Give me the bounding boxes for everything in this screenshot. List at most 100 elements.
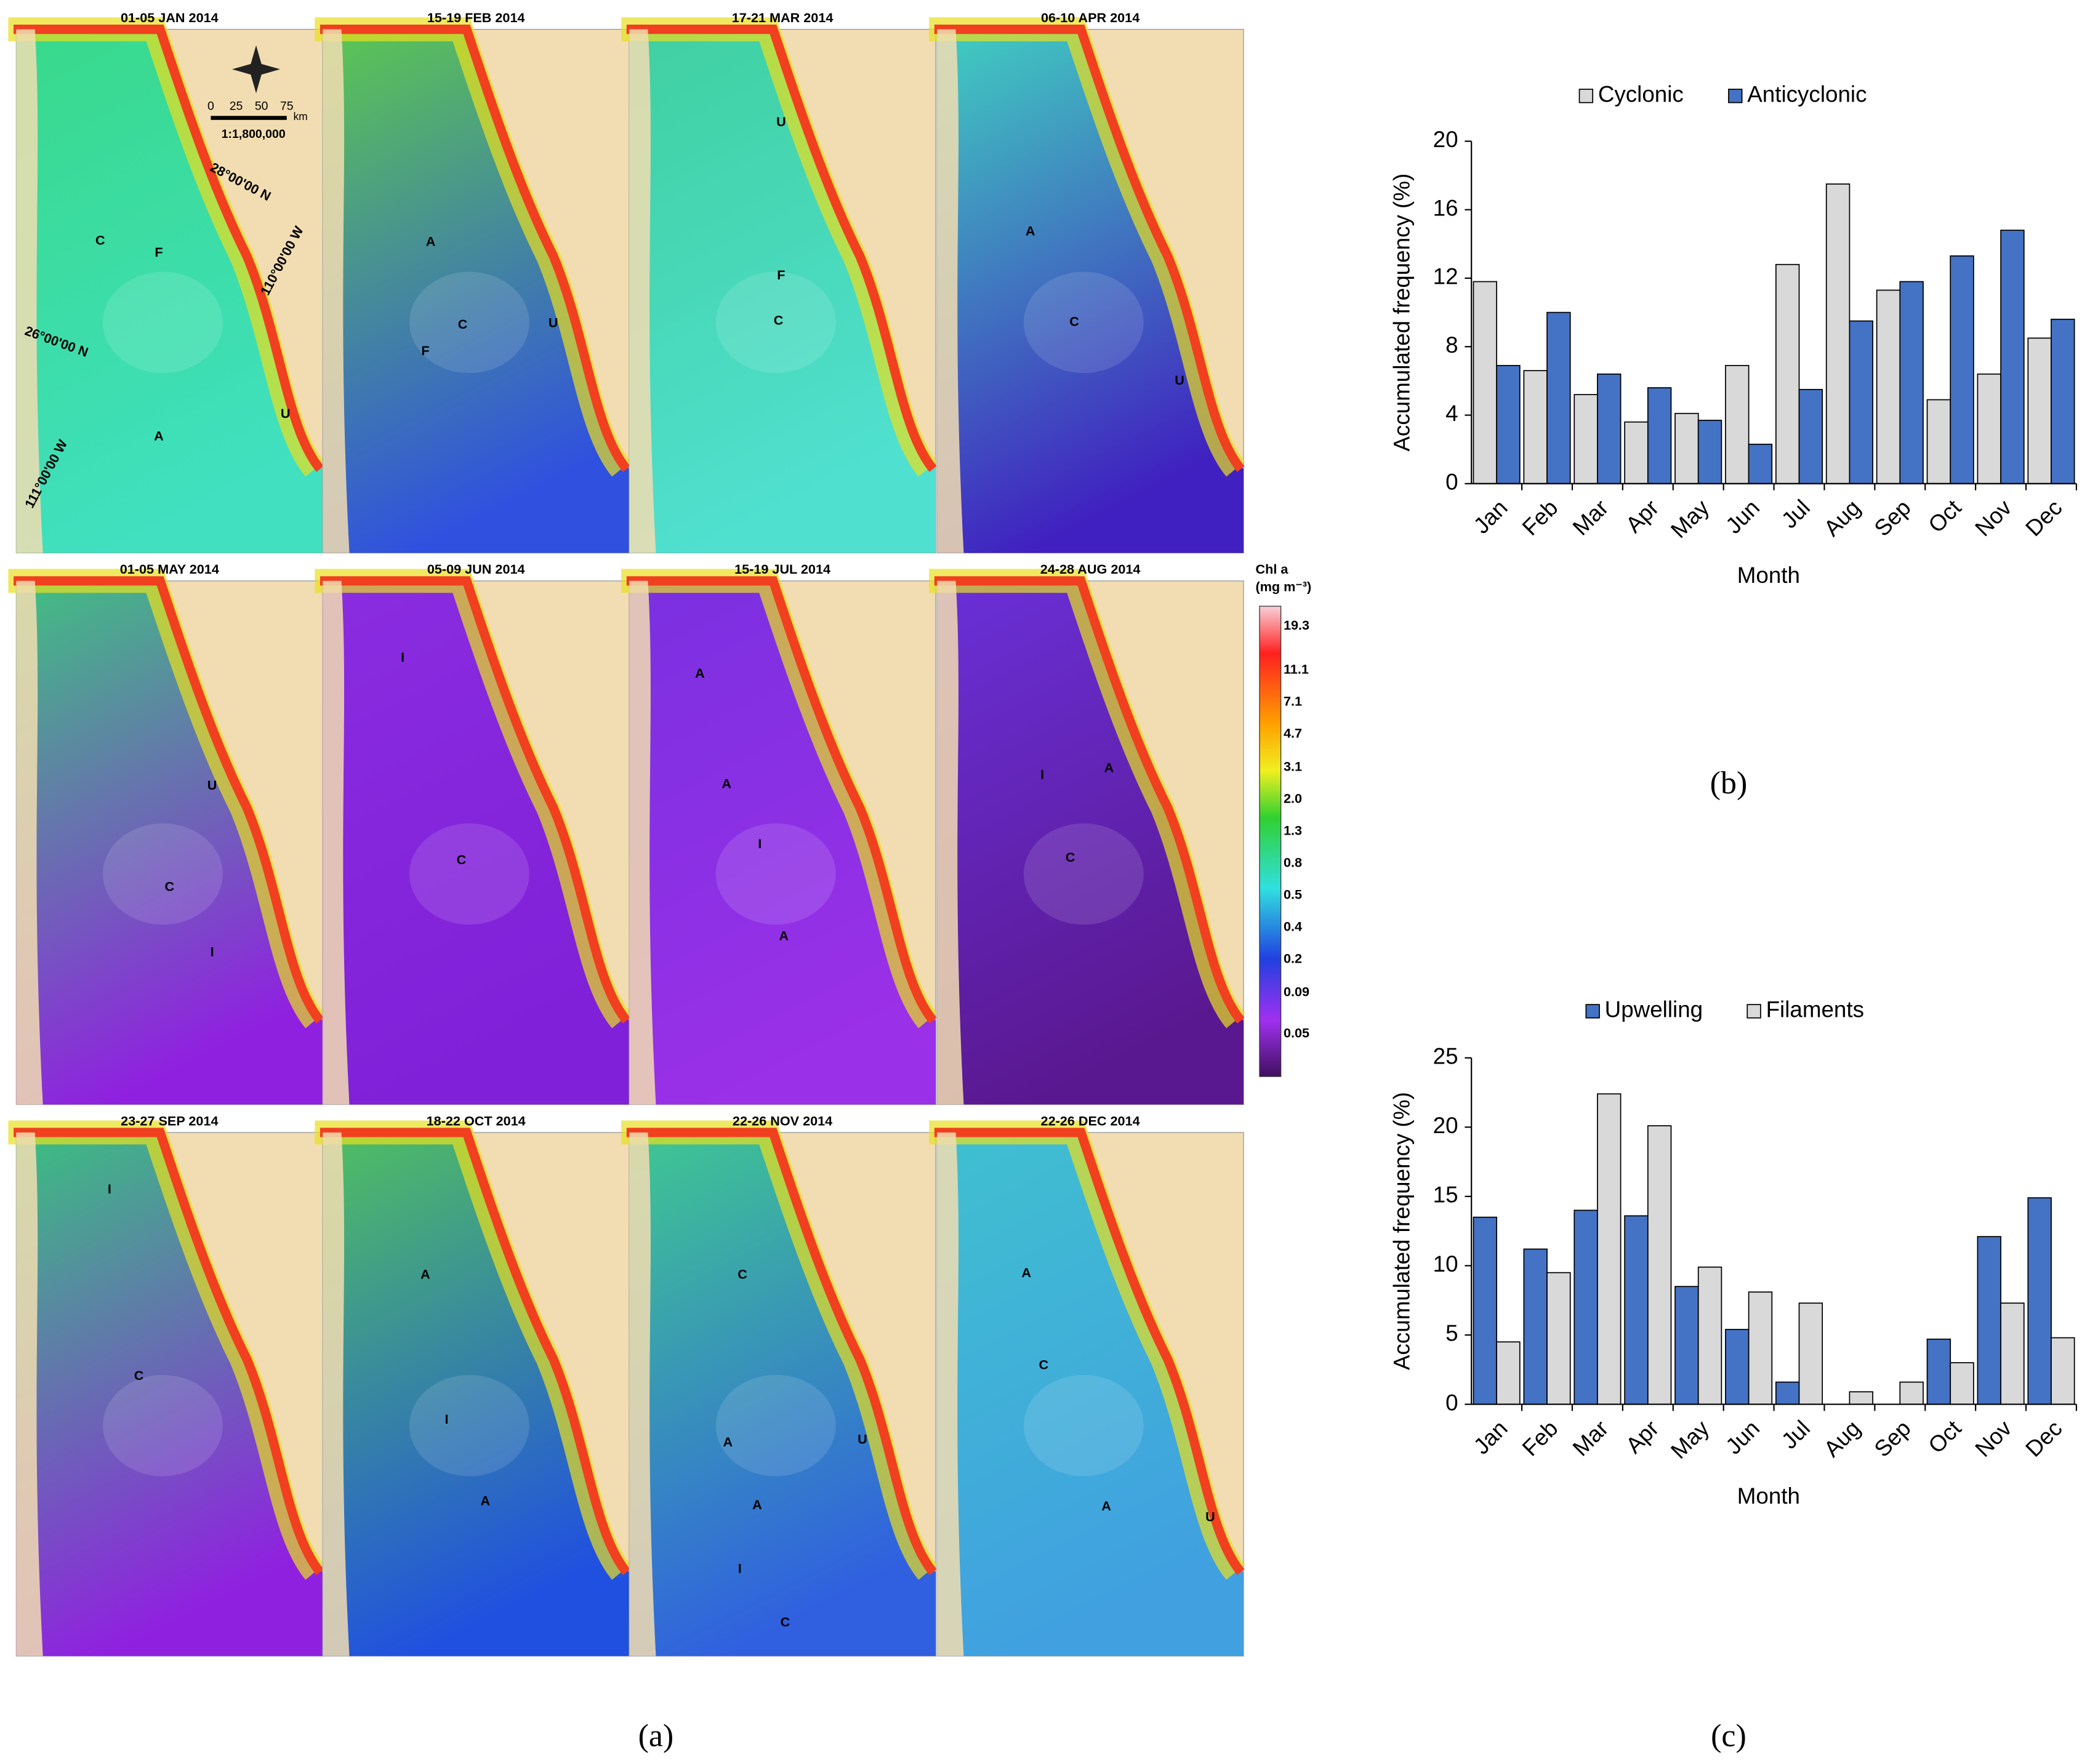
legend-swatch <box>1585 1004 1600 1019</box>
bar <box>2027 1197 2052 1405</box>
eddy <box>1023 1374 1144 1477</box>
map-panel <box>621 569 938 1105</box>
bar <box>1574 394 1598 484</box>
bar <box>1674 1286 1699 1405</box>
bar <box>1775 263 1800 484</box>
west-coast <box>16 29 43 553</box>
x-tick-label: Apr <box>1621 1416 1663 1458</box>
west-coast <box>629 1132 656 1656</box>
map-panel <box>8 17 324 553</box>
feature-label: I <box>445 1411 449 1427</box>
feature-label: C <box>1066 849 1075 865</box>
bar <box>1546 1272 1571 1405</box>
bar <box>1546 311 1571 484</box>
eddy <box>1023 823 1144 925</box>
bar <box>1647 387 1672 484</box>
coast-band <box>934 1128 1245 1576</box>
x-tick-label: Jun <box>1721 495 1764 539</box>
eddy <box>103 1374 223 1477</box>
bar <box>1697 1266 1722 1405</box>
bar <box>1950 255 1974 484</box>
x-tick-label: May <box>1666 1415 1714 1464</box>
bar <box>2027 337 2052 484</box>
sea <box>629 1132 936 1656</box>
caption: (b) <box>1710 766 1748 801</box>
bar <box>1977 373 2001 484</box>
coast-band <box>14 1128 324 1576</box>
x-tick-label: Apr <box>1621 495 1663 537</box>
west-coast <box>937 580 964 1105</box>
colorbar-tick: 0.2 <box>1284 950 1302 966</box>
x-tick-label: May <box>1666 495 1714 543</box>
west-coast <box>16 580 43 1105</box>
feature-label: U <box>281 406 291 421</box>
colorbar-tick: 4.7 <box>1284 725 1302 740</box>
scale-tick: 0 <box>207 99 214 113</box>
coast-band <box>626 25 937 472</box>
coast-band <box>929 1120 1245 1580</box>
colorbar-tick: 19.3 <box>1284 617 1309 633</box>
feature-label: U <box>207 777 217 793</box>
x-tick-label: Sep <box>1870 495 1916 541</box>
legend-label: Filaments <box>1766 997 1864 1022</box>
coast-band <box>14 576 324 1024</box>
bar <box>1473 281 1498 484</box>
map-panel <box>621 1120 938 1657</box>
feature-label: A <box>1021 1265 1031 1280</box>
bar <box>1473 1216 1498 1405</box>
scale-tick: 75 <box>280 99 294 113</box>
map-panel <box>315 569 631 1105</box>
feature-label: A <box>1026 223 1035 238</box>
coast-band <box>626 576 937 1024</box>
caption: (a) <box>638 1718 674 1754</box>
coast-band <box>929 569 1245 1028</box>
bar <box>1899 281 1924 484</box>
map-panel <box>929 17 1245 553</box>
map-panel <box>929 1120 1245 1657</box>
bar <box>1496 364 1521 484</box>
feature-label: I <box>401 649 404 665</box>
x-tick-label: Feb <box>1517 1416 1563 1461</box>
y-tick-label: 20 <box>1433 1113 1458 1138</box>
colorbar-tick: 0.5 <box>1284 886 1302 902</box>
coast-band <box>320 25 630 472</box>
colorbar-tick: 0.8 <box>1284 854 1302 870</box>
map-title: 01-05 MAY 2014 <box>120 561 219 577</box>
y-axis-label: Accumulated frequency (%) <box>1389 1092 1415 1370</box>
sea <box>937 1132 1244 1656</box>
bar <box>1926 1338 1951 1405</box>
legend-label: Upwelling <box>1605 997 1703 1022</box>
scale-unit: km <box>294 110 308 122</box>
x-tick-label: Jan <box>1469 495 1513 539</box>
eddy <box>409 823 529 925</box>
feature-label: F <box>421 343 429 358</box>
x-tick-label: Aug <box>1819 495 1865 541</box>
bar <box>1523 370 1548 484</box>
scale-bar <box>211 116 287 120</box>
map-title: 15-19 FEB 2014 <box>427 10 525 25</box>
bar <box>1597 373 1622 484</box>
y-tick-label: 12 <box>1433 264 1458 289</box>
y-axis-label: Accumulated frequency (%) <box>1389 174 1415 452</box>
x-tick-label: Feb <box>1517 495 1563 540</box>
sea <box>629 580 936 1105</box>
feature-label: F <box>155 244 163 260</box>
bar <box>1523 1248 1548 1405</box>
bar <box>1697 419 1722 484</box>
x-tick-label: Sep <box>1870 1416 1916 1462</box>
coast-band <box>315 569 631 1028</box>
x-tick-label: Dec <box>2020 1416 2067 1462</box>
sea <box>323 1132 630 1656</box>
x-tick-label: Jan <box>1469 1416 1513 1459</box>
bar <box>1597 1093 1622 1405</box>
sea <box>16 29 323 553</box>
west-coast <box>937 29 964 553</box>
y-tick-label: 15 <box>1433 1182 1458 1208</box>
feature-label: U <box>549 315 558 331</box>
scale-tick: 50 <box>255 99 268 113</box>
bar <box>1775 1381 1800 1405</box>
eddy <box>715 271 836 374</box>
sea <box>16 1132 323 1656</box>
feature-label: A <box>420 1266 430 1281</box>
